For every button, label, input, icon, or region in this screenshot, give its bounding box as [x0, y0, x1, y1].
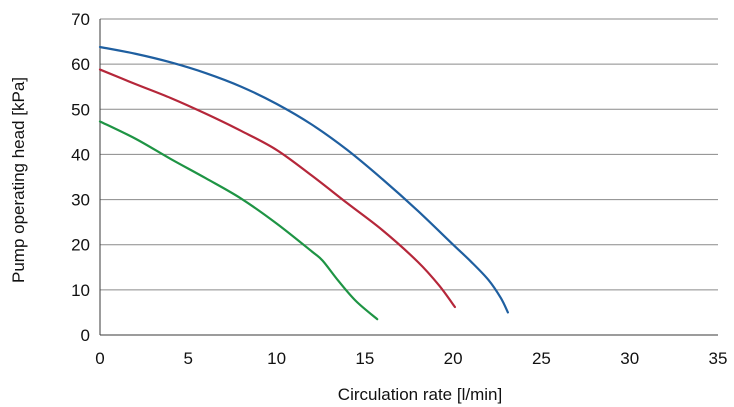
x-tick-label: 30: [620, 349, 639, 368]
x-tick-label: 5: [184, 349, 193, 368]
y-tick-label: 60: [71, 55, 90, 74]
y-tick-label: 40: [71, 145, 90, 164]
x-tick-label: 35: [709, 349, 728, 368]
x-tick-label: 10: [267, 349, 286, 368]
y-tick-label: 0: [81, 326, 90, 345]
x-tick-label: 15: [355, 349, 374, 368]
series-line-3: [98, 120, 379, 321]
y-tick-label: 10: [71, 281, 90, 300]
axes: [99, 19, 718, 336]
grid-lines: [100, 18, 718, 291]
y-tick-label: 50: [71, 100, 90, 119]
y-tick-label: 70: [71, 10, 90, 29]
x-tick-label: 20: [444, 349, 463, 368]
y-tick-label: 20: [71, 236, 90, 255]
series-line-1: [98, 45, 509, 314]
x-tick-label: 25: [532, 349, 551, 368]
tick-labels: 0 10 20 30 40 50 60 70 0 5 10 15 20 25 30 35: [71, 10, 727, 368]
y-axis-title: Pump operating head [kPa]: [9, 77, 28, 283]
series-line-2: [98, 68, 457, 309]
data-series: [98, 45, 509, 321]
x-tick-label: 0: [95, 349, 104, 368]
y-tick-label: 30: [71, 191, 90, 210]
x-axis-title: Circulation rate [l/min]: [338, 385, 502, 404]
